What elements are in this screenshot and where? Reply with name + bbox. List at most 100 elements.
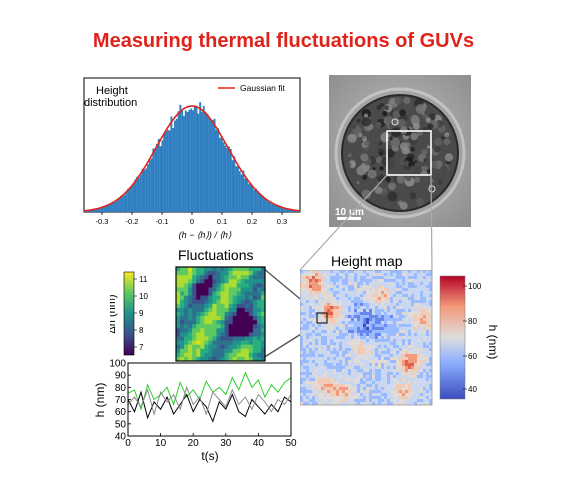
histogram-xtick-label: -0.2 <box>126 217 139 226</box>
histogram-bar <box>192 110 194 212</box>
histogram-bar <box>226 148 229 212</box>
time-chart-ylabel: h (nm) <box>93 383 107 418</box>
fluctuations-panel: 11 10 9 8 7 Δh (nm) <box>110 266 266 362</box>
histogram-bar <box>262 195 265 212</box>
histogram-bar <box>197 113 200 212</box>
histogram-bar <box>165 131 167 212</box>
histogram-bar <box>256 190 259 212</box>
histogram-bar <box>229 149 232 212</box>
histogram-bar <box>190 108 193 212</box>
histogram-bar <box>265 200 268 212</box>
histogram-bar <box>120 195 122 212</box>
histogram-bar <box>242 170 245 212</box>
heightmap-title: Height map <box>331 253 403 269</box>
histogram-bar <box>269 202 272 212</box>
histogram-bar <box>292 210 295 212</box>
histogram-bar <box>220 136 223 212</box>
histogram-bar <box>219 137 221 212</box>
histogram-bar <box>246 178 248 212</box>
fluctuations-colorbar-tick: 11 <box>139 275 148 284</box>
histogram-bar <box>296 210 299 212</box>
histogram-bar <box>147 164 149 212</box>
histogram-bar <box>258 192 261 212</box>
histogram-bar <box>282 207 284 212</box>
histogram-bar <box>188 109 191 212</box>
time-chart-ytick-label: 50 <box>115 419 127 430</box>
histogram-bar <box>213 118 216 212</box>
histogram-bar <box>276 206 279 212</box>
histogram-bar <box>244 178 247 212</box>
histogram-bar <box>89 210 92 212</box>
histogram-bar <box>129 187 131 212</box>
heightmap-colorbar-ticks: 100 80 60 40 <box>463 282 482 394</box>
heightmap-colorbar-tick: 100 <box>468 282 482 291</box>
histogram-bar <box>116 199 119 212</box>
histogram-bar <box>109 204 112 212</box>
histogram-bar <box>148 160 151 212</box>
histogram-bar <box>168 130 171 212</box>
time-chart-xtick-label: 0 <box>125 438 131 449</box>
histogram-bar <box>210 120 212 212</box>
histogram-bar <box>107 205 110 212</box>
histogram-bar <box>186 111 189 212</box>
histogram-bar <box>98 208 101 212</box>
histogram-bar <box>139 175 142 212</box>
histogram-xtick-label: 0.1 <box>217 217 227 226</box>
time-series-line <box>127 390 292 423</box>
histogram-xlabel: (h − ⟨h⟩) / ⟨h⟩ <box>179 230 232 240</box>
histogram-bar <box>127 188 130 212</box>
legend-label: Gaussian fit <box>240 83 286 93</box>
histogram-xtick-label: 0.2 <box>247 217 257 226</box>
histogram-bar <box>291 209 293 212</box>
histogram-bar <box>141 168 144 212</box>
histogram-bar <box>132 183 135 212</box>
heightmap-colorbar-tick: 60 <box>468 352 477 361</box>
histogram-bar <box>235 166 238 212</box>
fluctuation-region-box <box>316 312 328 324</box>
time-chart-xtick-label: 10 <box>155 438 167 449</box>
histogram-bar <box>114 201 117 212</box>
histogram-bar <box>283 208 286 212</box>
histogram-bar <box>100 207 103 212</box>
time-chart-xtick-label: 50 <box>285 438 297 449</box>
heightmap-colorbar-label: h (nm) <box>486 325 500 360</box>
time-chart-ytick-label: 90 <box>115 371 127 382</box>
histogram-bar <box>118 198 121 212</box>
scale-bar-label: 10 μm <box>335 207 364 218</box>
time-chart-ytick-label: 100 <box>109 359 126 370</box>
fluctuations-colorbar-tick: 8 <box>139 326 144 335</box>
histogram-bar <box>183 115 185 212</box>
histogram-bar <box>238 171 241 212</box>
time-chart-xticks: 0 10 20 30 40 50 <box>125 433 297 449</box>
time-chart-ytick-label: 40 <box>115 432 127 443</box>
histogram-bar <box>249 184 252 212</box>
histogram-label-line2: distribution <box>84 97 137 109</box>
histogram-bar <box>102 206 104 212</box>
histogram-bar <box>143 169 146 212</box>
heightmap-colorbar <box>439 275 466 400</box>
fluctuations-colorbar-label: Δh (nm) <box>110 294 118 333</box>
histogram-bar <box>170 116 173 212</box>
histogram-bar <box>96 208 99 212</box>
fluctuations-colorbar <box>123 271 135 356</box>
time-series-line <box>127 371 292 411</box>
time-series-lines <box>127 371 292 423</box>
histogram-bar <box>217 128 220 212</box>
histogram-xtick-label: -0.1 <box>156 217 169 226</box>
time-chart-frame <box>127 362 292 437</box>
histogram-bar <box>193 106 196 212</box>
time-chart-xtick-label: 20 <box>188 438 200 449</box>
fluctuations-colorbar-tick: 7 <box>139 343 144 352</box>
histogram-bar <box>273 204 275 212</box>
histogram-bar <box>274 204 277 212</box>
histogram-bars <box>84 102 301 212</box>
histogram-bar <box>251 185 254 212</box>
histogram-bar <box>163 133 166 212</box>
histogram-bar <box>264 197 266 212</box>
histogram-bar <box>175 118 178 212</box>
histogram-bar <box>222 142 225 212</box>
histogram-bar <box>156 144 158 212</box>
histogram-bar <box>228 146 230 212</box>
histogram-xtick-label: 0 <box>190 217 194 226</box>
